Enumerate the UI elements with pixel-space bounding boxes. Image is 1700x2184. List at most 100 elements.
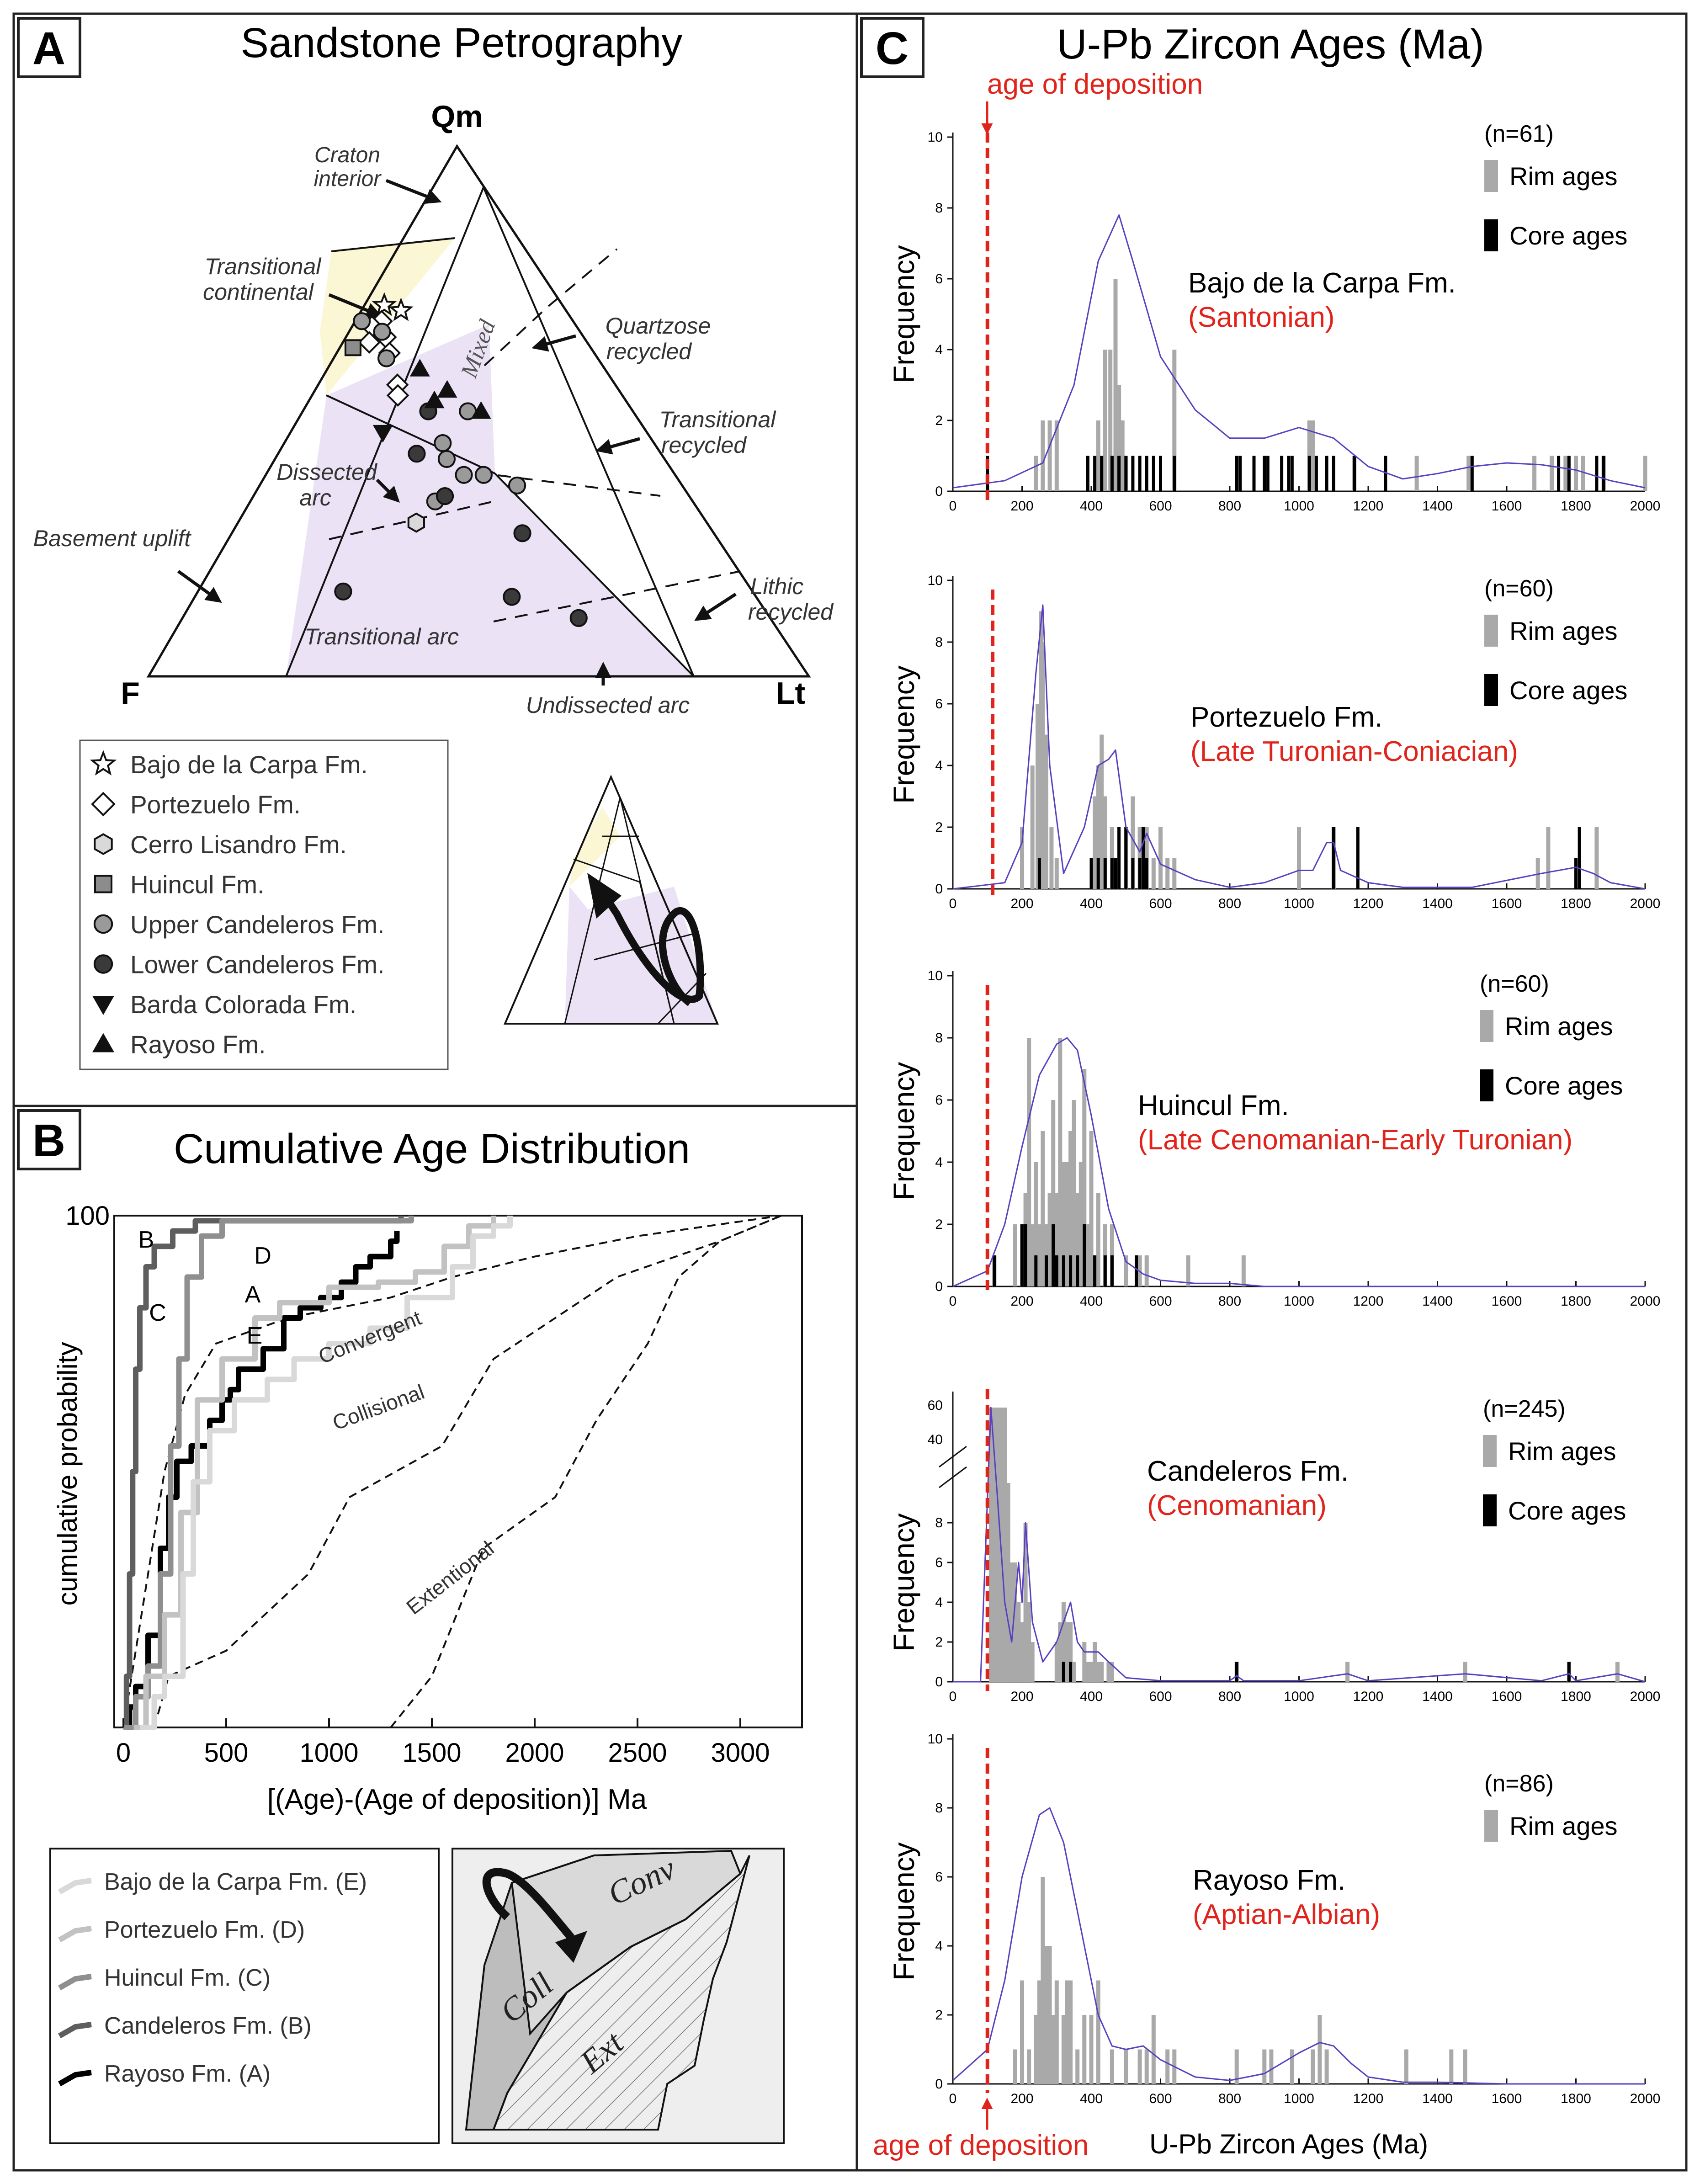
hist-1-xtick-label-2: 400 — [1080, 896, 1103, 911]
label-craton-interior: Craton interior — [314, 143, 382, 191]
hist-3-rim-label: Rim ages — [1508, 1437, 1616, 1466]
hist-0-ytick-label-5: 10 — [928, 130, 943, 145]
hist-2-ylabel: Frequency — [887, 1062, 920, 1200]
hist-2-core-bar-8 — [1069, 1255, 1073, 1286]
hist-4-rim-bar-22 — [1165, 2049, 1170, 2084]
hist-3-rim-bar-1 — [992, 1408, 997, 1682]
hist-0-xtick-label-1: 200 — [1010, 499, 1033, 514]
hist-0-core-bar-16 — [1263, 456, 1266, 491]
cumulative-xlabel: [(Age)-(Age of deposition)] Ma — [267, 1784, 647, 1815]
hist-4-xtick-label-7: 1400 — [1422, 2091, 1453, 2106]
hist-4-ytick-label-1: 2 — [935, 2008, 943, 2023]
panel-b-title: Cumulative Age Distribution — [174, 1126, 690, 1172]
hist-1-rim-bar-24 — [1535, 858, 1540, 889]
label-undissected-arc: Undissected arc — [526, 692, 690, 718]
hist-0-core-bar-22 — [1314, 456, 1318, 491]
hist-4-rim-bar-26 — [1269, 2049, 1274, 2084]
craton-boundary — [331, 237, 455, 252]
hist-1-core-bar-14 — [1574, 858, 1578, 889]
hist-3-core-bar-0 — [1062, 1662, 1065, 1682]
legend-a-label-4: Upper Candeleros Fm. — [130, 910, 384, 939]
panel-c-letter: C — [876, 23, 908, 74]
hist-0-core-bar-5 — [1117, 456, 1121, 491]
hist-4-rim-bar-19 — [1137, 2049, 1142, 2084]
hist-0-rim-bar-7 — [1113, 279, 1118, 491]
hist-3-rim-bar-0 — [988, 1408, 993, 1682]
hist-0-n-label: (n=61) — [1484, 121, 1554, 147]
hist-3-sample-name: Candeleros Fm. — [1147, 1456, 1349, 1487]
hist-2-rim-bar-15 — [1065, 1162, 1069, 1286]
legend-a-label-1: Portezuelo Fm. — [130, 791, 301, 819]
ternary-point-26 — [503, 588, 521, 606]
hist-3-break-mark-1 — [939, 1445, 967, 1468]
hist-4-rim-bar-4 — [1037, 1980, 1041, 2084]
hist-0-core-bar-9 — [1145, 456, 1148, 491]
hist-3-break-label-1: 40 — [928, 1432, 943, 1447]
cumulative-curve-a — [123, 1231, 400, 1730]
ternary-point-32 — [471, 401, 491, 419]
legend-b-swatch-3 — [58, 2022, 92, 2039]
hist-0-rim-bar-9 — [1120, 420, 1125, 491]
hist-2-rim-bar-14 — [1061, 1162, 1066, 1286]
hist-2-rim-bar-6 — [1034, 1162, 1038, 1286]
hist-4-kde-curve — [952, 1807, 1645, 2085]
legend-a-symbol-2 — [94, 833, 113, 855]
hist-2-rim-swatch — [1480, 1010, 1493, 1042]
hist-3-rim-bar-14 — [1058, 1622, 1062, 1682]
hist-3-rim-bar-18 — [1072, 1662, 1076, 1682]
hist-1-rim-bar-10 — [1100, 734, 1104, 889]
ternary-point-31 — [424, 390, 445, 409]
hist-4-rim-bar-17 — [1110, 2049, 1114, 2084]
hist-3-core-bar-1 — [1069, 1662, 1073, 1682]
ternary-point-9 — [407, 512, 425, 533]
hist-1-rim-label: Rim ages — [1509, 616, 1618, 645]
hist-1-core-bar-1 — [1089, 858, 1093, 889]
hist-1-core-bar-5 — [1114, 858, 1117, 889]
hist-0-xtick-label-3: 600 — [1149, 499, 1172, 514]
hist-2-core-bar-11 — [1093, 1255, 1097, 1286]
hist-4-rim-bar-27 — [1290, 2049, 1294, 2084]
hist-4-xtick-label-5: 1000 — [1284, 2091, 1314, 2106]
hist-3-rim-bar-24 — [1100, 1662, 1104, 1682]
hist-3-rim-bar-28 — [1345, 1662, 1350, 1682]
hist-4-rim-bar-13 — [1075, 2049, 1080, 2084]
ternary-point-24 — [513, 524, 531, 542]
hist-4-rim-bar-20 — [1144, 2049, 1149, 2084]
cumulative-curve-e — [140, 1216, 513, 1730]
hist-1-rim-bar-9 — [1096, 765, 1100, 889]
hist-0-core-bar-17 — [1266, 456, 1270, 491]
hist-1-ytick-label-3: 6 — [935, 696, 943, 712]
hist-2-core-bar-6 — [1055, 1255, 1058, 1286]
hist-3-ytick-label-2: 4 — [935, 1595, 943, 1610]
cumulative-ylabel: cumulative probability — [52, 1342, 83, 1606]
hist-0-core-bar-28 — [1557, 456, 1561, 491]
hist-1-rim-swatch — [1484, 615, 1498, 647]
hist-1-ytick-label-1: 2 — [935, 820, 943, 835]
hist-4-ytick-label-4: 8 — [935, 1801, 943, 1816]
hist-1-sample-stage: (Late Turonian-Coniacian) — [1190, 736, 1518, 767]
hist-3-ytick-label-3: 6 — [935, 1555, 943, 1570]
hist-2-rim-bar-12 — [1054, 1193, 1059, 1286]
hist-4-xtick-label-0: 0 — [949, 2091, 957, 2106]
hist-1-rim-bar-11 — [1103, 796, 1107, 889]
reference-curve-collisional — [153, 1215, 782, 1728]
hist-2-n-label: (n=60) — [1480, 971, 1549, 997]
panel-a-letter: A — [32, 23, 65, 74]
legend-b-swatch-2 — [58, 1974, 92, 1991]
legend-a-symbol-5 — [93, 954, 113, 974]
hist-0-core-bar-10 — [1152, 456, 1155, 491]
hist-0-core-bar-4 — [1110, 456, 1114, 491]
hist-4-rim-bar-29 — [1318, 2015, 1322, 2084]
hist-1-xtick-label-8: 1600 — [1492, 896, 1522, 911]
legend-a-label-0: Bajo de la Carpa Fm. — [130, 750, 368, 779]
hist-3-xtick-label-5: 1000 — [1284, 1689, 1314, 1704]
cumulative-plot: 0 500 1000 1500 2000 2500 3000 100 — [65, 1201, 782, 1768]
hist-4-rim-bar-8 — [1051, 2015, 1056, 2084]
cum-ytick-label-0: 100 — [65, 1201, 110, 1231]
legend-b-label-1: Portezuelo Fm. (D) — [104, 1917, 305, 1943]
hist-4-xtick-label-10: 2000 — [1630, 2091, 1661, 2106]
tectonic-schematic: Conv Coll Ext — [452, 1848, 785, 2144]
hist-4-xtick-label-1: 200 — [1010, 2091, 1033, 2106]
hist-1-sample-name: Portezuelo Fm. — [1190, 701, 1382, 733]
